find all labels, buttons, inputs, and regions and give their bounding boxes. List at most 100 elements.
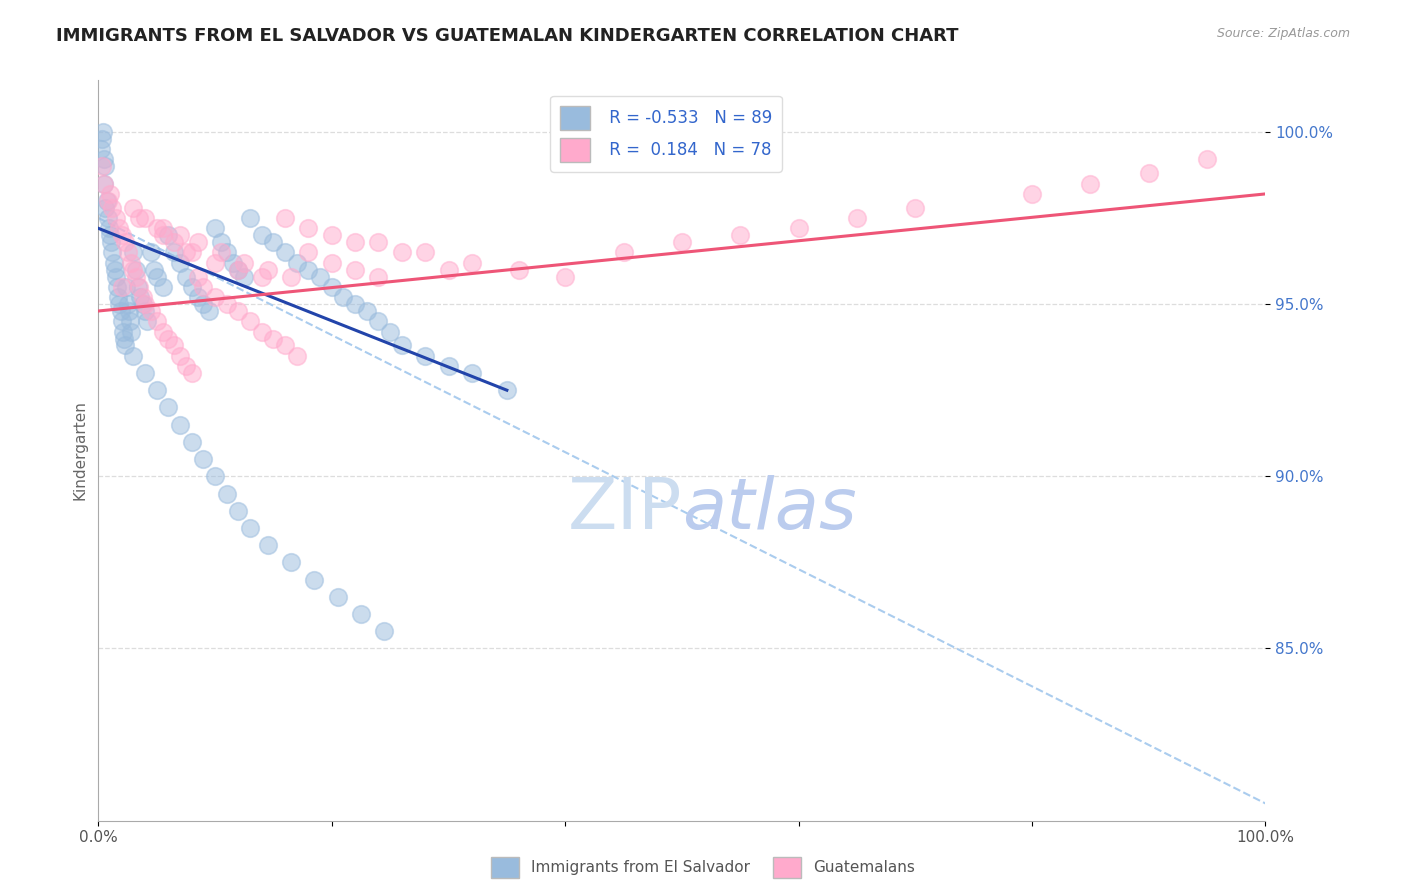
- Point: [104, 211, 127, 225]
- Point: [120, 325, 142, 339]
- Point: [187, 235, 209, 249]
- Point: [356, 304, 378, 318]
- Point: [104, 269, 127, 284]
- Point: [250, 228, 273, 243]
- Point: [157, 332, 180, 346]
- Point: [174, 359, 197, 373]
- Point: [118, 304, 141, 318]
- Point: [321, 256, 343, 270]
- Point: [157, 401, 180, 415]
- Point: [373, 624, 395, 639]
- Point: [274, 211, 297, 225]
- Point: [97, 221, 120, 235]
- Point: [204, 469, 226, 483]
- Point: [96, 194, 118, 208]
- Point: [100, 235, 122, 249]
- Point: [103, 256, 125, 270]
- Point: [846, 211, 869, 225]
- Point: [97, 194, 120, 208]
- Point: [93, 153, 115, 167]
- Point: [496, 383, 519, 397]
- Point: [101, 201, 124, 215]
- Point: [413, 245, 436, 260]
- Point: [228, 262, 250, 277]
- Point: [250, 269, 273, 284]
- Point: [228, 262, 250, 277]
- Point: [108, 297, 131, 311]
- Point: [111, 314, 134, 328]
- Point: [321, 280, 343, 294]
- Point: [344, 262, 367, 277]
- Point: [104, 262, 127, 277]
- Point: [262, 332, 284, 346]
- Point: [204, 221, 226, 235]
- Point: [117, 245, 139, 260]
- Point: [367, 269, 389, 284]
- Point: [146, 314, 169, 328]
- Point: [350, 607, 373, 621]
- Point: [274, 245, 297, 260]
- Point: [180, 434, 202, 449]
- Point: [146, 269, 169, 284]
- Point: [209, 245, 232, 260]
- Point: [730, 228, 752, 243]
- Point: [367, 235, 389, 249]
- Point: [221, 256, 243, 270]
- Point: [204, 256, 226, 270]
- Point: [122, 262, 145, 277]
- Point: [256, 538, 278, 552]
- Point: [90, 132, 112, 146]
- Point: [297, 262, 319, 277]
- Point: [111, 228, 134, 243]
- Point: [132, 290, 155, 304]
- Point: [91, 125, 114, 139]
- Point: [107, 290, 129, 304]
- Point: [239, 521, 262, 535]
- Point: [111, 280, 134, 294]
- Point: [132, 297, 155, 311]
- Point: [297, 245, 319, 260]
- Point: [461, 366, 484, 380]
- Point: [143, 262, 166, 277]
- Point: [367, 314, 389, 328]
- Point: [152, 228, 174, 243]
- Point: [174, 245, 197, 260]
- Point: [108, 221, 131, 235]
- Point: [256, 262, 278, 277]
- Point: [280, 555, 302, 569]
- Point: [215, 486, 238, 500]
- Point: [193, 297, 215, 311]
- Point: [198, 304, 221, 318]
- Point: [380, 325, 402, 339]
- Point: [437, 262, 460, 277]
- Point: [280, 269, 302, 284]
- Point: [787, 221, 810, 235]
- Point: [612, 245, 634, 260]
- Point: [152, 221, 174, 235]
- Point: [169, 417, 191, 432]
- Point: [180, 245, 202, 260]
- Point: [90, 160, 112, 174]
- Point: [233, 269, 256, 284]
- Point: [344, 297, 367, 311]
- Point: [233, 256, 256, 270]
- Point: [413, 349, 436, 363]
- Point: [110, 304, 132, 318]
- Point: [508, 262, 530, 277]
- Point: [139, 304, 162, 318]
- Point: [321, 228, 343, 243]
- Point: [187, 290, 209, 304]
- Point: [250, 325, 273, 339]
- Point: [1021, 186, 1043, 201]
- Point: [122, 245, 145, 260]
- Point: [118, 314, 141, 328]
- Point: [309, 269, 332, 284]
- Point: [134, 304, 156, 318]
- Point: [169, 349, 191, 363]
- Point: [94, 201, 117, 215]
- Point: [111, 325, 134, 339]
- Point: [1197, 153, 1219, 167]
- Point: [228, 504, 250, 518]
- Point: [262, 235, 284, 249]
- Y-axis label: Kindergarten: Kindergarten: [72, 401, 87, 500]
